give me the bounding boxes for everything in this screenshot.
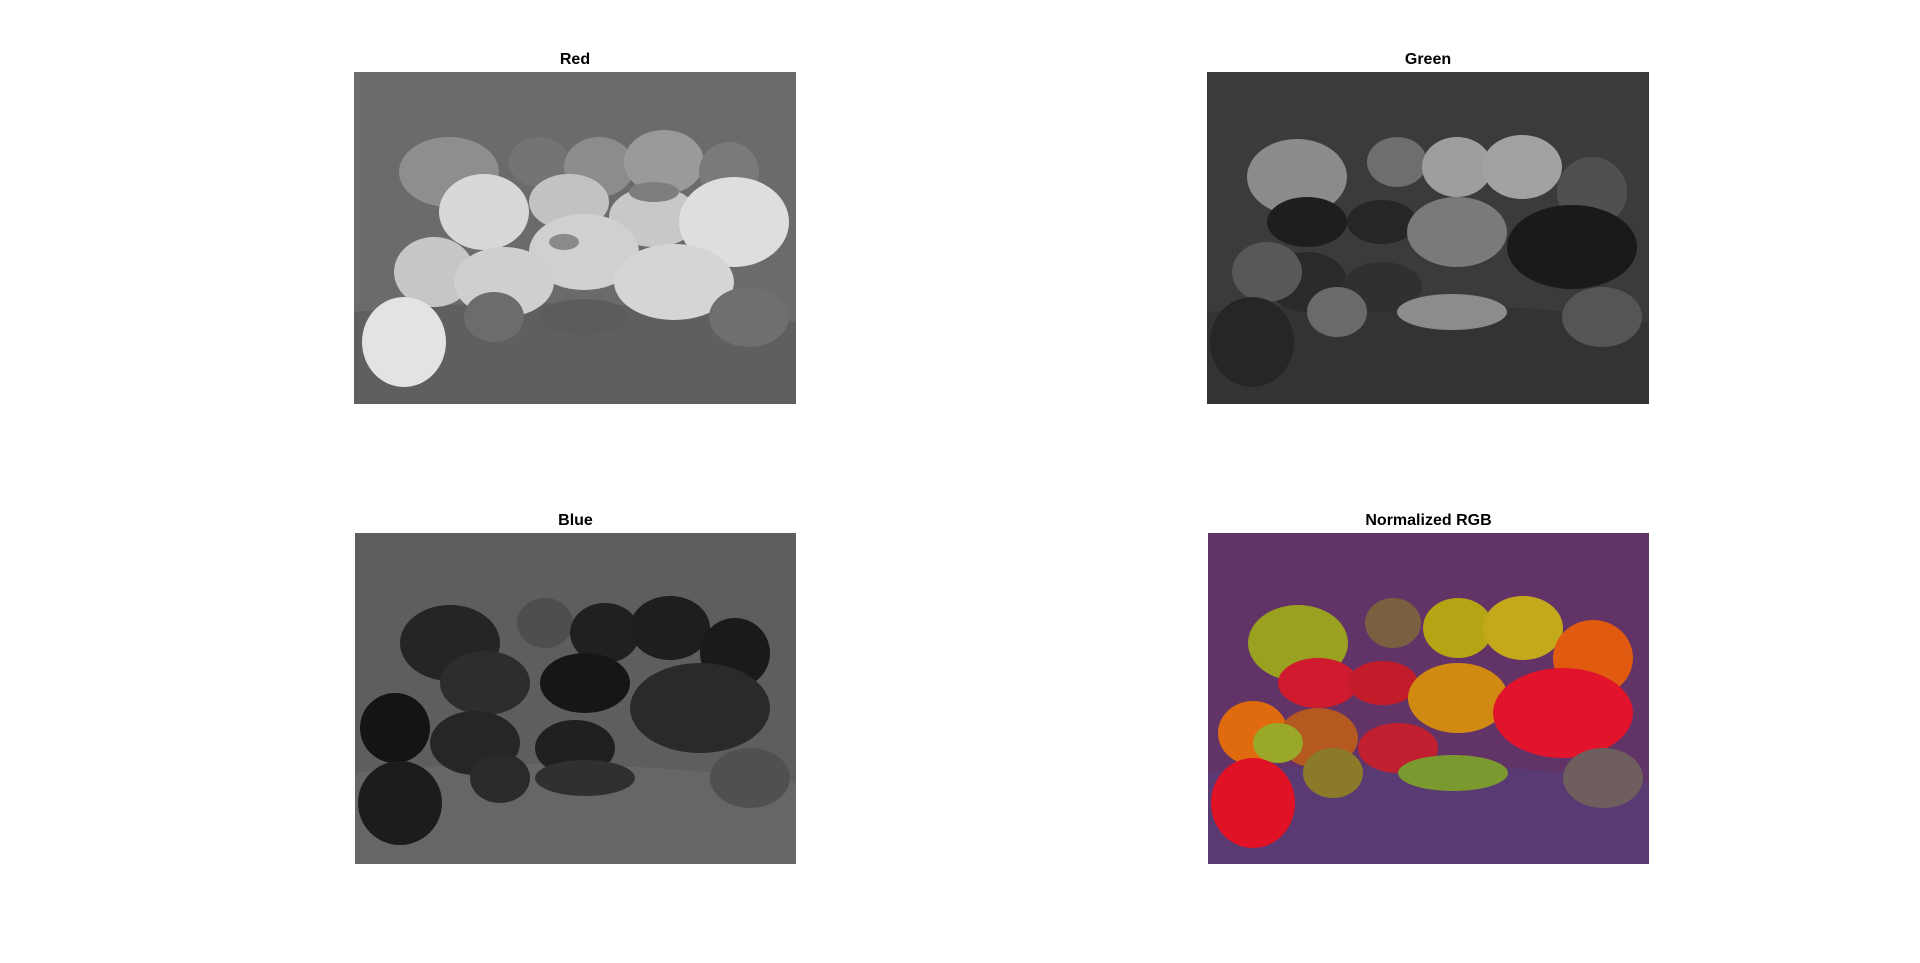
panel-red: Red — [354, 50, 796, 404]
panel-title-normalized-rgb: Normalized RGB — [1365, 512, 1492, 529]
red-channel-image — [354, 72, 796, 404]
panel-title-green: Green — [1404, 51, 1452, 68]
panel-blue: Blue — [355, 511, 796, 864]
normalized-rgb-image — [1208, 533, 1649, 864]
panel-title-blue: Blue — [558, 512, 593, 529]
green-channel-image — [1207, 72, 1649, 404]
panel-title-red: Red — [559, 51, 591, 68]
panel-normalized-rgb: Normalized RGB — [1208, 511, 1649, 864]
panel-green: Green — [1207, 50, 1649, 404]
blue-channel-image — [355, 533, 796, 864]
